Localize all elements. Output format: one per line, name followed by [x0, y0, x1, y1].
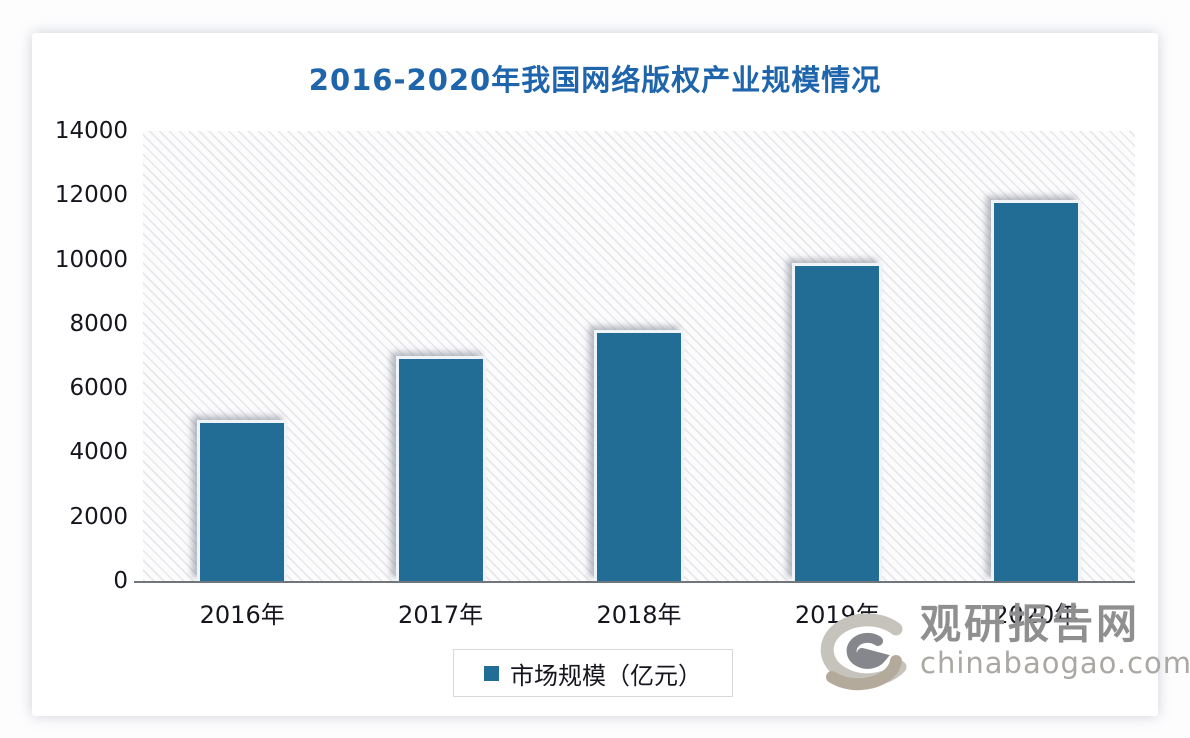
x-tick-label-2017年: 2017年 — [398, 601, 484, 629]
bar-2020年 — [990, 200, 1081, 581]
legend-label: 市场规模（亿元） — [510, 661, 702, 690]
legend-square-marker-icon — [484, 665, 499, 681]
y-tick-label-10000: 10000 — [54, 246, 128, 273]
watermark-site-name: 观研报告网 — [920, 600, 1140, 648]
zero-tick-mark — [134, 581, 143, 583]
chart-title: 2016-2020年我国网络版权产业规模情况 — [308, 63, 882, 97]
bar-2019年 — [792, 263, 883, 581]
x-tick-label-2016年: 2016年 — [199, 601, 285, 629]
bar-2016年 — [197, 420, 288, 581]
plot-area — [134, 131, 1135, 583]
y-tick-label-6000: 6000 — [69, 375, 128, 402]
watermark: 观研报告网 chinabaogao.com — [818, 601, 1190, 691]
y-tick-label-4000: 4000 — [69, 439, 128, 466]
guanyan-swirl-logo-icon — [820, 613, 907, 691]
y-tick-label-14000: 14000 — [54, 118, 128, 144]
bar-2018年 — [594, 330, 684, 581]
legend: 市场规模（亿元） — [453, 649, 733, 697]
y-tick-label-0: 0 — [113, 568, 128, 594]
y-tick-label-12000: 12000 — [54, 182, 128, 209]
watermark-text: 观研报告网 chinabaogao.com — [920, 601, 1190, 679]
x-tick-label-2018年: 2018年 — [596, 601, 682, 629]
chart-card: 2016-2020年我国网络版权产业规模情况 14000 12000 10000 80… — [32, 33, 1190, 716]
watermark-site-url: chinabaogao.com — [920, 646, 1190, 680]
x-tick-label-2020年: 2020年 — [993, 601, 1079, 629]
y-tick-label-8000: 8000 — [69, 310, 128, 337]
bar-2017年 — [395, 356, 486, 581]
y-tick-label-2000: 2000 — [69, 503, 128, 530]
